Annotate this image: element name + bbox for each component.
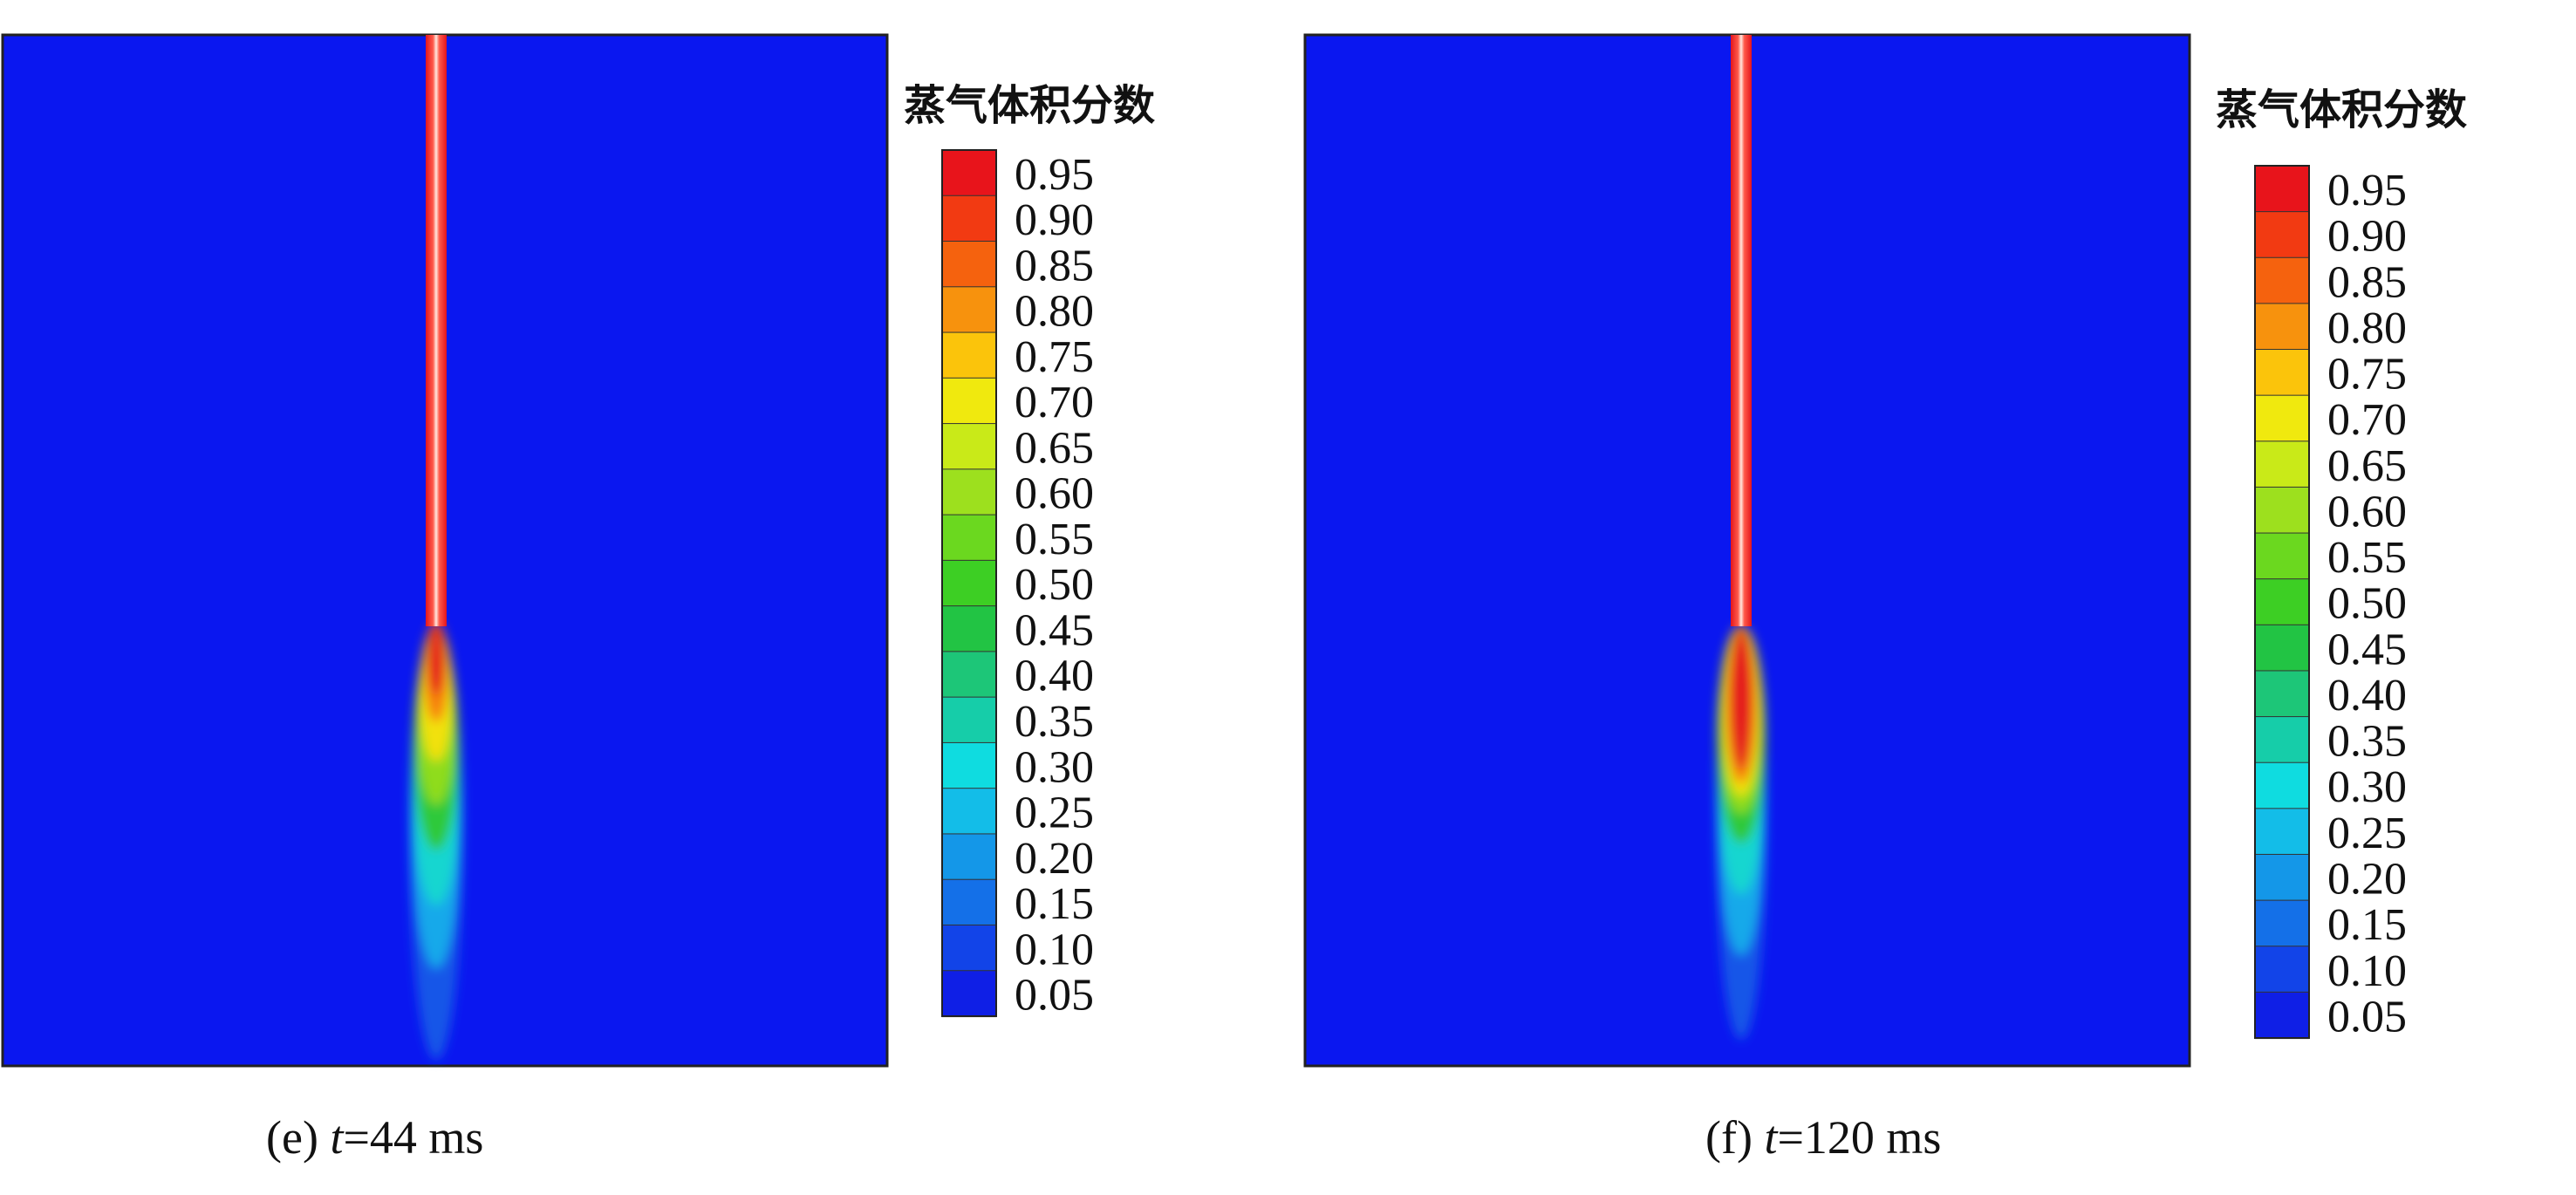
colorbar-f-label-0.75: 0.75 [2327, 350, 2407, 399]
colorbar-e-label-0.50: 0.50 [1015, 560, 1094, 610]
colorbar-e: 0.950.900.850.800.750.700.650.600.550.50… [941, 149, 1094, 1021]
colorbar-e-swatch-0.25 [941, 788, 997, 836]
colorbar-f-swatch-0.05 [2254, 991, 2310, 1040]
colorbar-e-label-0.65: 0.65 [1015, 423, 1094, 473]
colorbar-e-label-0.90: 0.90 [1015, 195, 1094, 245]
legend-title-f: 蒸气体积分数 [2216, 85, 2467, 134]
colorbar-f-label-0.10: 0.10 [2327, 946, 2407, 996]
colorbar-e-swatch-0.95 [941, 149, 997, 197]
colorbar-e-swatch-0.20 [941, 833, 997, 881]
colorbar-e-swatch-0.55 [941, 514, 997, 562]
colorbar-f-swatch-0.85 [2254, 256, 2310, 304]
colorbar-f-label-0.20: 0.20 [2327, 855, 2407, 905]
plume-f-level-095 [1731, 626, 1752, 769]
colorbar-f-label-0.25: 0.25 [2327, 809, 2407, 858]
colorbar-e-swatch-0.05 [941, 970, 997, 1018]
caption-e: (e) t=44 ms [266, 1111, 483, 1164]
colorbar-e-label-0.70: 0.70 [1015, 378, 1094, 427]
colorbar-f-swatch-0.90 [2254, 211, 2310, 259]
nozzle-f [1731, 35, 1752, 626]
colorbar-e-swatch-0.90 [941, 195, 997, 242]
colorbar-e-frame [941, 149, 997, 1017]
colorbar-e-label-0.25: 0.25 [1015, 789, 1094, 838]
colorbar-e-label-0.40: 0.40 [1015, 652, 1094, 701]
colorbar-f-swatch-0.10 [2254, 946, 2310, 994]
colorbar-e-swatch-0.85 [941, 241, 997, 288]
colorbar-e-swatch-0.15 [941, 878, 997, 926]
colorbar-f-swatch-0.60 [2254, 486, 2310, 535]
colorbar-e-swatch-0.35 [941, 696, 997, 744]
colorbar-f-label-0.15: 0.15 [2327, 900, 2407, 950]
colorbar-f-label-0.05: 0.05 [2327, 992, 2407, 1041]
colorbar-e-swatch-0.70 [941, 377, 997, 425]
colorbar-f-swatch-0.25 [2254, 808, 2310, 856]
colorbar-f-swatch-0.45 [2254, 624, 2310, 673]
colorbar-f-label-0.45: 0.45 [2327, 625, 2407, 674]
colorbar-f-swatch-0.30 [2254, 761, 2310, 809]
colorbar-f-label-0.30: 0.30 [2327, 762, 2407, 812]
colorbar-f-swatch-0.75 [2254, 349, 2310, 397]
colorbar-f-label-0.95: 0.95 [2327, 166, 2407, 215]
colorbar-e-swatch-0.10 [941, 924, 997, 972]
colorbar-f-swatch-0.40 [2254, 670, 2310, 718]
colorbar-e-swatch-0.30 [941, 741, 997, 789]
colorbar-e-swatch-0.80 [941, 286, 997, 334]
colorbar-f-label-0.35: 0.35 [2327, 717, 2407, 767]
vapor-plume-e [410, 621, 462, 1060]
colorbar-f-label-0.80: 0.80 [2327, 304, 2407, 353]
vapor-plume-f [1717, 625, 1766, 1040]
panel-e: 0.950.900.850.800.750.700.650.600.550.50… [1, 33, 1155, 1164]
caption-f: (f) t=120 ms [1705, 1111, 1941, 1164]
colorbar-f-swatch-0.95 [2254, 165, 2310, 213]
colorbar-e-label-0.85: 0.85 [1015, 241, 1094, 290]
colorbar-f-label-0.65: 0.65 [2327, 441, 2407, 491]
colorbar-f-swatch-0.20 [2254, 853, 2310, 902]
colorbar-e-label-0.80: 0.80 [1015, 287, 1094, 337]
legend-title-e: 蒸气体积分数 [904, 81, 1155, 130]
plume-e-level-095 [428, 622, 444, 695]
colorbar-f-swatch-0.55 [2254, 532, 2310, 580]
colorbar-e-swatch-0.75 [941, 331, 997, 379]
colorbar-e-label-0.15: 0.15 [1015, 879, 1094, 929]
colorbar-f-label-0.40: 0.40 [2327, 671, 2407, 720]
colorbar-f-label-0.55: 0.55 [2327, 533, 2407, 583]
colorbar-e-swatch-0.45 [941, 605, 997, 652]
colorbar-e-label-0.55: 0.55 [1015, 515, 1094, 564]
colorbar-e-label-0.45: 0.45 [1015, 605, 1094, 655]
colorbar-e-label-0.05: 0.05 [1015, 971, 1094, 1021]
panel-f: 0.950.900.850.800.750.700.650.600.550.50… [1303, 33, 2467, 1164]
colorbar-f-label-0.70: 0.70 [2327, 395, 2407, 445]
colorbar-f-label-0.85: 0.85 [2327, 257, 2407, 307]
colorbar-e-label-0.60: 0.60 [1015, 469, 1094, 519]
colorbar-f-label-0.90: 0.90 [2327, 212, 2407, 262]
colorbar-e-label-0.95: 0.95 [1015, 150, 1094, 200]
colorbar-e-label-0.10: 0.10 [1015, 925, 1094, 974]
colorbar-e-label-0.75: 0.75 [1015, 332, 1094, 382]
colorbar-f: 0.950.900.850.800.750.700.650.600.550.50… [2254, 165, 2407, 1041]
colorbar-f-label-0.60: 0.60 [2327, 487, 2407, 536]
colorbar-e-swatch-0.40 [941, 651, 997, 699]
colorbar-f-swatch-0.50 [2254, 578, 2310, 626]
colorbar-f-label-0.50: 0.50 [2327, 579, 2407, 629]
colorbar-e-swatch-0.50 [941, 559, 997, 607]
colorbar-f-swatch-0.80 [2254, 303, 2310, 351]
colorbar-e-swatch-0.60 [941, 468, 997, 516]
colorbar-f-swatch-0.65 [2254, 440, 2310, 488]
colorbar-e-label-0.20: 0.20 [1015, 834, 1094, 884]
colorbar-f-frame [2254, 165, 2310, 1039]
colorbar-e-swatch-0.65 [941, 423, 997, 470]
colorbar-f-swatch-0.15 [2254, 899, 2310, 947]
colorbar-f-swatch-0.70 [2254, 394, 2310, 442]
colorbar-e-label-0.30: 0.30 [1015, 742, 1094, 792]
colorbar-f-swatch-0.35 [2254, 716, 2310, 764]
nozzle-e [426, 35, 447, 626]
colorbar-e-label-0.35: 0.35 [1015, 697, 1094, 747]
